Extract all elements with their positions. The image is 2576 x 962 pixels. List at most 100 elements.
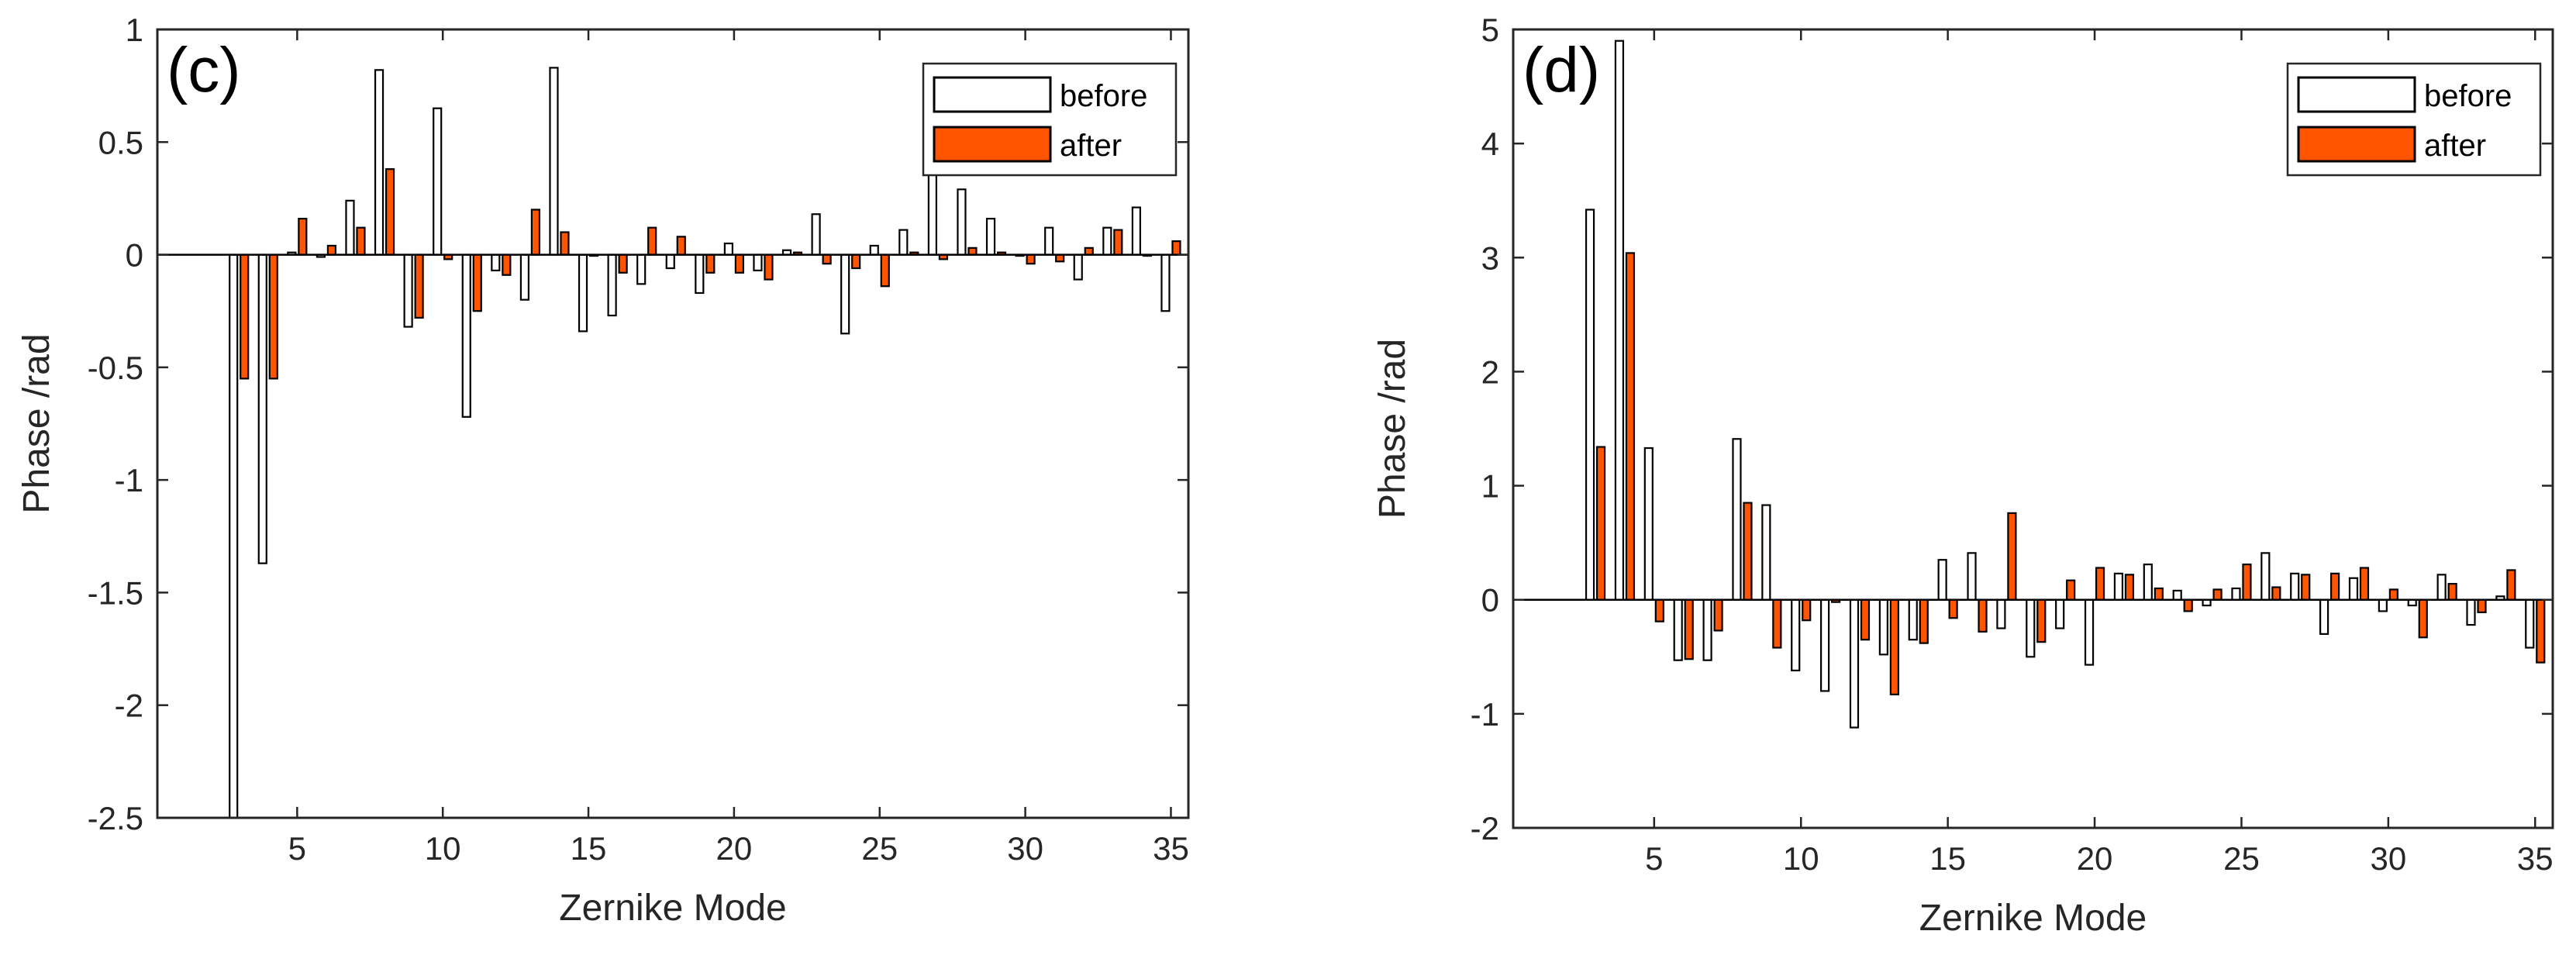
bar-after-mode-35 — [1171, 240, 1181, 256]
y-tick-label: 0.5 — [98, 124, 143, 160]
bar-before-mode-11 — [461, 253, 471, 418]
bar-before-mode-29 — [2348, 577, 2359, 601]
bar-before-mode-29 — [985, 217, 996, 256]
bar-after-mode-10 — [1802, 598, 1812, 622]
bar-before-mode-27 — [927, 172, 937, 256]
chart-d: 5 10 15 20 25 30 35 -2 -1 0 1 2 3 4 5 (d) Zernike Mode… — [1372, 12, 2554, 939]
bar-after-mode-21 — [2124, 574, 2135, 601]
bar-after-mode-16 — [1978, 598, 1988, 633]
chart-c: 5 10 15 20 25 30 35 -2.5 -2 -1.5 -1 -0.5 0 0.5 1 (c) Z… — [16, 12, 1190, 929]
bar-before-mode-18 — [2026, 598, 2036, 658]
y-tick-label: 2 — [1481, 353, 1499, 390]
bar-before-mode-14 — [1908, 598, 1918, 641]
bar-before-mode-10 — [1791, 598, 1801, 672]
bar-after-mode-16 — [618, 253, 628, 274]
bar-before-mode-34 — [1131, 206, 1141, 256]
bar-before-mode-21 — [2113, 572, 2124, 601]
bar-before-mode-25 — [2231, 587, 2241, 601]
y-tick-label: -0.5 — [88, 350, 143, 386]
y-tick-label: 1 — [126, 12, 143, 48]
y-tick-label: -1 — [115, 462, 143, 498]
bar-before-mode-24 — [840, 253, 850, 335]
bar-before-mode-26 — [898, 229, 909, 256]
bar-after-mode-11 — [472, 253, 482, 312]
legend-swatch-before — [933, 76, 1052, 113]
bar-before-mode-28 — [957, 188, 967, 256]
bar-after-mode-19 — [2066, 579, 2076, 601]
bar-after-mode-32 — [1084, 247, 1094, 256]
bar-after-mode-3 — [1595, 446, 1606, 601]
bar-before-mode-12 — [491, 253, 501, 272]
bar-after-mode-24 — [2212, 588, 2223, 601]
bar-before-mode-13 — [1878, 598, 1888, 656]
legend: before after — [2286, 62, 2542, 177]
x-tick-label: 25 — [2223, 840, 2260, 877]
axes: 5 10 15 20 25 30 35 -2 -1 0 1 2 3 4 5 — [1471, 12, 2554, 877]
bar-before-mode-23 — [811, 213, 821, 256]
x-tick-label: 10 — [425, 830, 461, 867]
bar-before-mode-20 — [2084, 598, 2095, 666]
bar-after-mode-5 — [298, 217, 308, 256]
bar-after-mode-28 — [2330, 572, 2340, 601]
legend-swatch-after — [2297, 126, 2416, 163]
y-tick-label: 0 — [126, 237, 143, 274]
bar-after-mode-15 — [1948, 598, 1958, 619]
bar-before-mode-19 — [2055, 598, 2065, 629]
bar-after-mode-27 — [2301, 574, 2311, 601]
x-tick-label: 35 — [2517, 840, 2554, 877]
bar-before-mode-35 — [2525, 598, 2535, 649]
x-tick-label: 25 — [861, 830, 898, 867]
bar-before-mode-4 — [1614, 40, 1625, 601]
bar-after-mode-30 — [1026, 253, 1036, 265]
bar-before-mode-4 — [257, 253, 267, 564]
bar-after-mode-17 — [2007, 512, 2017, 601]
bar-after-mode-30 — [2388, 588, 2398, 601]
bar-before-mode-9 — [403, 253, 413, 328]
bar-before-mode-17 — [636, 253, 647, 285]
bar-after-mode-17 — [647, 226, 657, 256]
bar-after-mode-24 — [851, 253, 861, 270]
bar-before-mode-7 — [345, 199, 355, 256]
bar-before-mode-28 — [2319, 598, 2329, 635]
bar-after-mode-20 — [2095, 567, 2105, 601]
bar-after-mode-5 — [1654, 598, 1664, 622]
bar-before-mode-21 — [753, 253, 763, 272]
y-tick-label: -1.5 — [88, 574, 143, 611]
x-tick-label: 10 — [1783, 840, 1819, 877]
bar-after-mode-22 — [2154, 587, 2164, 601]
bar-before-mode-17 — [1996, 598, 2006, 629]
bar-before-mode-6 — [1673, 598, 1683, 661]
bar-before-mode-32 — [2436, 574, 2447, 601]
bar-before-mode-12 — [1849, 598, 1860, 729]
bar-before-mode-27 — [2290, 572, 2300, 601]
bar-before-mode-18 — [665, 253, 675, 270]
y-tick-label: 4 — [1481, 126, 1499, 162]
y-tick-label: -2 — [1471, 810, 1499, 846]
bar-after-mode-25 — [2242, 563, 2252, 601]
bar-after-mode-3 — [240, 253, 250, 380]
x-axis-label: Zernike Mode — [1919, 898, 2147, 939]
y-tick-label: 0 — [1481, 582, 1499, 619]
x-tick-label: 5 — [288, 830, 306, 867]
bar-before-mode-33 — [1102, 226, 1112, 256]
x-tick-label: 30 — [1007, 830, 1043, 867]
bar-after-mode-28 — [967, 247, 978, 256]
bar-after-mode-20 — [734, 253, 744, 274]
bar-after-mode-13 — [530, 209, 541, 256]
bar-before-mode-5 — [1643, 447, 1654, 601]
bar-after-mode-19 — [705, 253, 716, 274]
bar-before-mode-3 — [1585, 209, 1595, 601]
bar-after-mode-33 — [1113, 229, 1123, 256]
y-tick-label: 5 — [1481, 12, 1499, 48]
bar-after-mode-35 — [2536, 598, 2546, 664]
bar-after-mode-31 — [2418, 598, 2428, 639]
y-tick-label: -2 — [115, 688, 143, 724]
panel-label: (d) — [1522, 35, 1600, 105]
bar-before-mode-7 — [1702, 598, 1712, 661]
bar-after-mode-4 — [268, 253, 278, 380]
bar-before-mode-20 — [723, 242, 733, 256]
bar-before-mode-10 — [433, 107, 443, 256]
panel-label: (c) — [167, 35, 241, 105]
axes-frame — [1512, 28, 2554, 829]
bars — [1585, 40, 2546, 729]
